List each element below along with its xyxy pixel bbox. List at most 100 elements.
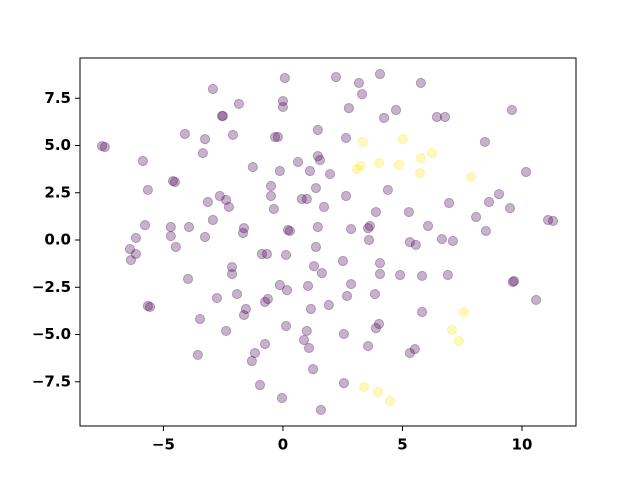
- scatter-point: [343, 102, 355, 114]
- scatter-point: [362, 223, 374, 234]
- scatter-point: [281, 285, 293, 296]
- scatter-point: [284, 225, 295, 237]
- scatter-point: [296, 193, 307, 205]
- scatter-point: [240, 303, 251, 315]
- scatter-point: [139, 219, 151, 231]
- scatter-point: [276, 392, 288, 404]
- scatter-point: [415, 77, 426, 89]
- scatter-point: [373, 318, 385, 330]
- scatter-point: [507, 276, 518, 288]
- scatter-point: [274, 165, 285, 177]
- scatter-point: [442, 269, 453, 281]
- scatter-point: [416, 306, 428, 318]
- scatter-point: [372, 386, 383, 398]
- scatter-point: [124, 243, 136, 255]
- scatter-point: [214, 190, 225, 202]
- y-tick-label: 2.5: [44, 183, 71, 201]
- scatter-point: [197, 147, 208, 159]
- scatter-point: [277, 101, 289, 113]
- scatter-point: [265, 180, 277, 192]
- y-tick-label: 5.0: [44, 136, 71, 154]
- scatter-point: [199, 231, 211, 243]
- scatter-point: [247, 161, 258, 173]
- scatter-point: [226, 268, 238, 280]
- scatter-point: [292, 156, 304, 168]
- scatter-point: [439, 111, 451, 123]
- scatter-point: [394, 269, 406, 281]
- y-tick-label: 0.0: [44, 231, 71, 249]
- scatter-point: [324, 168, 336, 180]
- scatter-point: [470, 211, 482, 223]
- scatter-point: [137, 155, 148, 167]
- scatter-point: [302, 280, 314, 292]
- scatter-point: [269, 131, 281, 143]
- scatter-point: [304, 165, 316, 177]
- scatter-point: [237, 227, 249, 239]
- scatter-point: [130, 232, 142, 244]
- scatter-point: [403, 206, 415, 218]
- scatter-point: [508, 275, 520, 287]
- scatter-point: [315, 404, 327, 416]
- scatter-point: [279, 72, 290, 84]
- scatter-point: [506, 104, 518, 116]
- scatter-point: [165, 230, 176, 242]
- scatter-point: [227, 129, 239, 141]
- scatter-point: [358, 381, 370, 393]
- scatter-point: [504, 202, 516, 214]
- scatter-point: [547, 215, 559, 227]
- scatter-point: [465, 171, 477, 183]
- scatter-point: [414, 168, 426, 179]
- scatter-point: [426, 147, 437, 159]
- scatter-point: [340, 190, 352, 202]
- scatter-point: [194, 313, 206, 325]
- scatter-point: [259, 338, 271, 350]
- scatter-point: [259, 296, 271, 308]
- scatter-point: [280, 249, 292, 261]
- scatter-point: [382, 184, 393, 196]
- scatter-point: [272, 131, 284, 143]
- scatter-point: [310, 241, 322, 253]
- scatter-point: [179, 128, 191, 140]
- scatter-point: [542, 214, 554, 226]
- scatter-point: [330, 71, 342, 83]
- scatter-point: [226, 261, 238, 273]
- scatter-point: [384, 395, 396, 407]
- scatter-point: [431, 111, 442, 123]
- scatter-point: [280, 320, 292, 332]
- scatter-point: [261, 248, 273, 260]
- scatter-point: [265, 190, 277, 202]
- scatter-point: [323, 299, 334, 311]
- scatter-point: [183, 221, 195, 233]
- scatter-point: [305, 303, 317, 315]
- scatter-point: [217, 110, 229, 122]
- scatter-point: [238, 309, 250, 321]
- scatter-point: [167, 175, 179, 187]
- scatter-point: [422, 220, 434, 232]
- scatter-point: [416, 270, 428, 282]
- scatter-point: [345, 223, 357, 235]
- x-tick-label: 5: [397, 436, 407, 454]
- scatter-point: [378, 112, 390, 124]
- scatter-point: [256, 248, 268, 260]
- scatter-point: [355, 160, 366, 172]
- scatter-point: [199, 133, 211, 145]
- scatter-point: [370, 206, 382, 218]
- scatter-point: [246, 355, 257, 367]
- scatter-point: [277, 95, 289, 107]
- scatter-point: [308, 260, 320, 272]
- scatter-point: [493, 188, 505, 200]
- scatter-point: [443, 197, 455, 209]
- scatter-point: [340, 132, 352, 144]
- scatter-point: [314, 154, 326, 166]
- scatter-point: [165, 221, 176, 233]
- scatter-point: [390, 104, 402, 116]
- scatter-point: [338, 377, 349, 389]
- scatter-point: [233, 98, 245, 110]
- scatter-point: [170, 241, 181, 253]
- scatter-point: [211, 292, 223, 304]
- scatter-point: [373, 157, 385, 169]
- scatter-point: [483, 196, 495, 208]
- scatter-point: [345, 278, 357, 290]
